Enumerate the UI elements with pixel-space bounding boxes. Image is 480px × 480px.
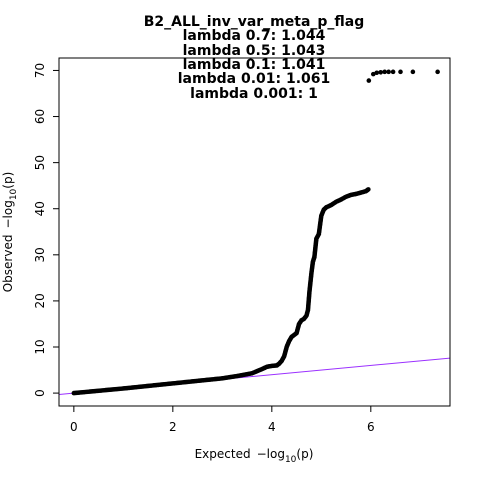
- x-axis-label-sub: 10: [285, 455, 297, 465]
- outlier-point: [370, 71, 376, 77]
- data-point: [366, 187, 371, 192]
- y-axis-label-sub: 10: [9, 188, 19, 200]
- y-tick-label: 40: [33, 201, 47, 216]
- outlier-point: [390, 69, 396, 75]
- x-axis-label-prefix: Expected: [195, 447, 251, 461]
- outlier-point: [378, 69, 384, 75]
- y-axis-label-arg: (p): [1, 172, 15, 189]
- outlier-point: [386, 69, 391, 75]
- lambda-line-3: lambda 0.1: 1.041: [183, 57, 326, 73]
- chart-title: B2_ALL_inv_var_meta_p_flag: [144, 14, 365, 30]
- y-tick-label: 20: [33, 293, 47, 308]
- y-axis: 0 10 20 30 40 50 60 70: [33, 63, 60, 397]
- lambda-line-5: lambda 0.001: 1: [190, 86, 318, 102]
- points-layer: [71, 69, 440, 396]
- y-axis-label-prefix: Observed: [1, 235, 15, 293]
- y-tick-label: 50: [33, 155, 47, 170]
- x-tick-label: 0: [70, 420, 78, 434]
- outlier-point: [366, 78, 372, 83]
- x-tick-label: 6: [367, 420, 375, 434]
- outlier-point: [374, 70, 380, 76]
- outlier-point: [398, 69, 403, 75]
- y-tick-label: 30: [33, 247, 47, 262]
- y-tick-label: 0: [33, 389, 47, 397]
- lambda-line-2: lambda 0.5: 1.043: [183, 43, 326, 59]
- outlier-point: [410, 69, 416, 75]
- lambda-line-1: lambda 0.7: 1.044: [183, 28, 326, 44]
- x-axis: 0 2 4 6: [70, 405, 375, 434]
- y-tick-label: 70: [33, 63, 47, 78]
- y-axis-label-minus: −: [1, 218, 15, 228]
- x-tick-label: 2: [169, 420, 177, 434]
- x-axis-label-log: log: [267, 447, 285, 461]
- y-tick-label: 60: [33, 109, 47, 124]
- lambda-line-4: lambda 0.01: 1.061: [178, 71, 331, 87]
- x-axis-label-arg: (p): [296, 447, 313, 461]
- y-axis-label-log: log: [1, 200, 15, 218]
- outlier-point: [435, 69, 440, 75]
- y-tick-label: 10: [33, 339, 47, 354]
- chart-title-block: B2_ALL_inv_var_meta_p_flag lambda 0.7: 1…: [144, 14, 365, 102]
- x-axis-label-minus: −: [257, 447, 267, 461]
- y-axis-label: Observed −log10(p): [1, 172, 19, 293]
- x-tick-label: 4: [268, 420, 276, 434]
- plot-frame: [58, 57, 451, 407]
- outlier-point: [382, 69, 387, 75]
- x-axis-label: Expected −log10(p): [195, 447, 314, 465]
